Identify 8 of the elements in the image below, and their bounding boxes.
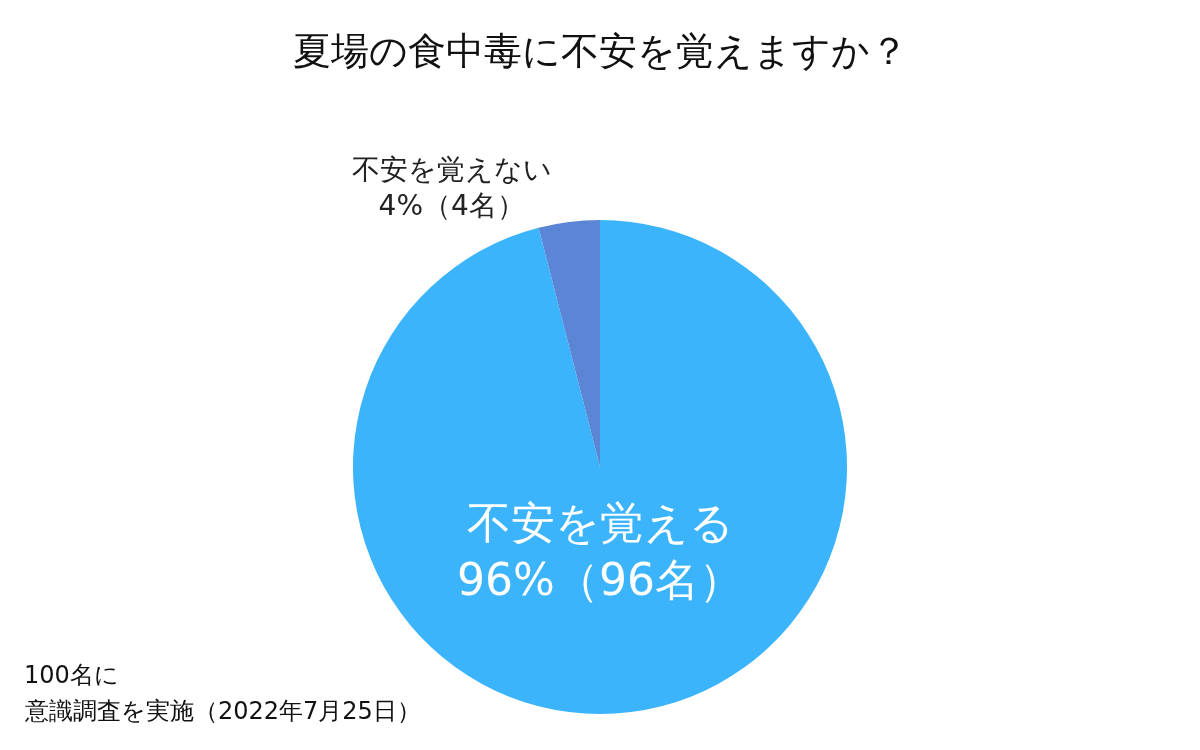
text: 100名に xyxy=(24,661,119,689)
slice-label: 不安を覚えない xyxy=(351,153,552,187)
data-label: 96%（96名） xyxy=(457,554,743,606)
pie-slice xyxy=(538,220,600,467)
chart-title: 夏場の食中毒に不安を覚えますか？ xyxy=(292,29,908,74)
data-label: 4%（4名） xyxy=(378,189,525,223)
text: 意識調査を実施（2022年7月25日） xyxy=(24,697,421,725)
slice-label: 不安を覚える xyxy=(466,497,734,549)
